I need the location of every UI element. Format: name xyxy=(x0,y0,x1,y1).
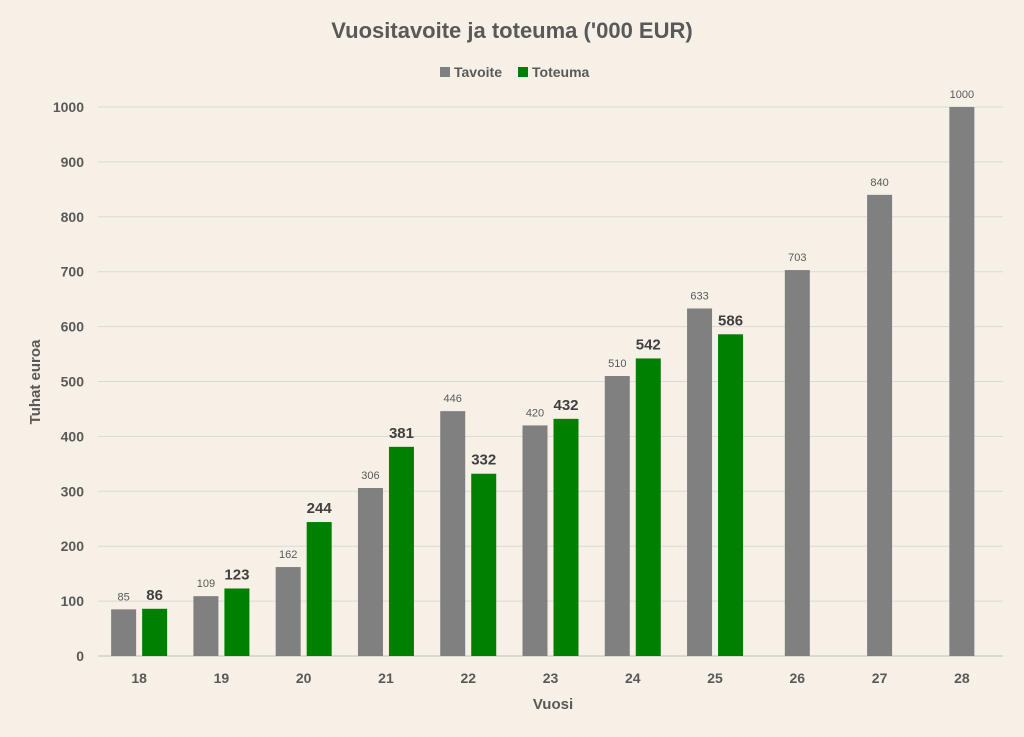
legend: Tavoite Toteuma xyxy=(440,64,590,80)
x-tick-label: 28 xyxy=(954,670,970,686)
data-label-toteuma: 432 xyxy=(553,397,578,414)
y-tick-label: 200 xyxy=(61,538,85,554)
legend-label-toteuma: Toteuma xyxy=(532,64,590,80)
x-axis-ticks: 18 19 20 21 22 23 24 25 26 27 28 xyxy=(131,670,970,686)
y-tick-label: 600 xyxy=(61,319,85,335)
data-label-tavoite: 420 xyxy=(526,407,544,419)
data-label-tavoite: 840 xyxy=(870,177,888,189)
bar-tavoite xyxy=(867,194,893,656)
y-tick-label: 1000 xyxy=(53,99,84,115)
data-label-tavoite: 162 xyxy=(279,549,297,561)
x-tick-label: 20 xyxy=(296,670,312,686)
bar-toteuma xyxy=(635,358,661,656)
bar-tavoite xyxy=(193,596,219,656)
data-labels: 85 86 109 123 162 244 306 381 446 332 420 432 510 542… xyxy=(118,89,975,604)
y-tick-label: 700 xyxy=(61,264,85,280)
y-tick-label: 300 xyxy=(61,483,85,499)
x-tick-label: 18 xyxy=(131,670,147,686)
data-label-tavoite: 446 xyxy=(444,393,462,405)
bar-tavoite xyxy=(357,488,383,656)
data-label-toteuma: 86 xyxy=(146,587,163,604)
x-tick-label: 19 xyxy=(214,670,230,686)
bars xyxy=(111,107,975,656)
bar-toteuma xyxy=(471,473,497,656)
legend-label-tavoite: Tavoite xyxy=(454,64,502,80)
x-tick-label: 27 xyxy=(872,670,888,686)
y-tick-label: 800 xyxy=(61,209,85,225)
y-tick-label: 500 xyxy=(61,374,85,390)
y-tick-label: 0 xyxy=(76,648,84,664)
data-label-toteuma: 332 xyxy=(471,452,496,469)
bar-toteuma xyxy=(142,608,168,656)
data-label-toteuma: 244 xyxy=(307,500,333,517)
legend-swatch-tavoite xyxy=(440,67,450,77)
bar-tavoite xyxy=(275,567,301,656)
x-tick-label: 21 xyxy=(378,670,394,686)
data-label-tavoite: 306 xyxy=(361,470,379,482)
x-tick-label: 23 xyxy=(543,670,559,686)
data-label-toteuma: 123 xyxy=(224,566,249,583)
data-label-tavoite: 510 xyxy=(608,358,626,370)
data-label-toteuma: 542 xyxy=(636,336,661,353)
legend-swatch-toteuma xyxy=(518,67,528,77)
bar-tavoite xyxy=(111,609,137,656)
bar-toteuma xyxy=(306,522,332,656)
x-tick-label: 25 xyxy=(707,670,723,686)
bar-tavoite xyxy=(784,270,810,656)
data-label-tavoite: 1000 xyxy=(950,89,974,101)
bar-tavoite xyxy=(604,376,630,656)
data-label-tavoite: 109 xyxy=(197,578,215,590)
bar-tavoite xyxy=(687,308,713,656)
y-axis-ticks: 0 100 200 300 400 500 600 700 800 900 1000 xyxy=(53,99,84,664)
bar-toteuma xyxy=(553,418,579,656)
data-label-toteuma: 381 xyxy=(389,425,414,442)
y-axis-title: Tuhat euroa xyxy=(27,339,44,424)
y-tick-label: 900 xyxy=(61,154,85,170)
bar-tavoite xyxy=(440,411,466,656)
data-label-toteuma: 586 xyxy=(718,312,743,329)
bar-toteuma xyxy=(388,446,414,656)
x-tick-label: 26 xyxy=(790,670,806,686)
bar-toteuma xyxy=(224,588,250,656)
y-tick-label: 400 xyxy=(61,428,85,444)
bar-toteuma xyxy=(718,334,744,656)
x-axis-title: Vuosi xyxy=(533,696,573,713)
data-label-tavoite: 703 xyxy=(788,252,806,264)
bar-tavoite xyxy=(949,107,975,656)
y-tick-label: 100 xyxy=(61,593,85,609)
chart-title: Vuositavoite ja toteuma ('000 EUR) xyxy=(331,18,692,43)
data-label-tavoite: 633 xyxy=(690,290,708,302)
data-label-tavoite: 85 xyxy=(118,591,130,603)
x-tick-label: 22 xyxy=(460,670,476,686)
bar-tavoite xyxy=(522,425,548,656)
x-tick-label: 24 xyxy=(625,670,641,686)
